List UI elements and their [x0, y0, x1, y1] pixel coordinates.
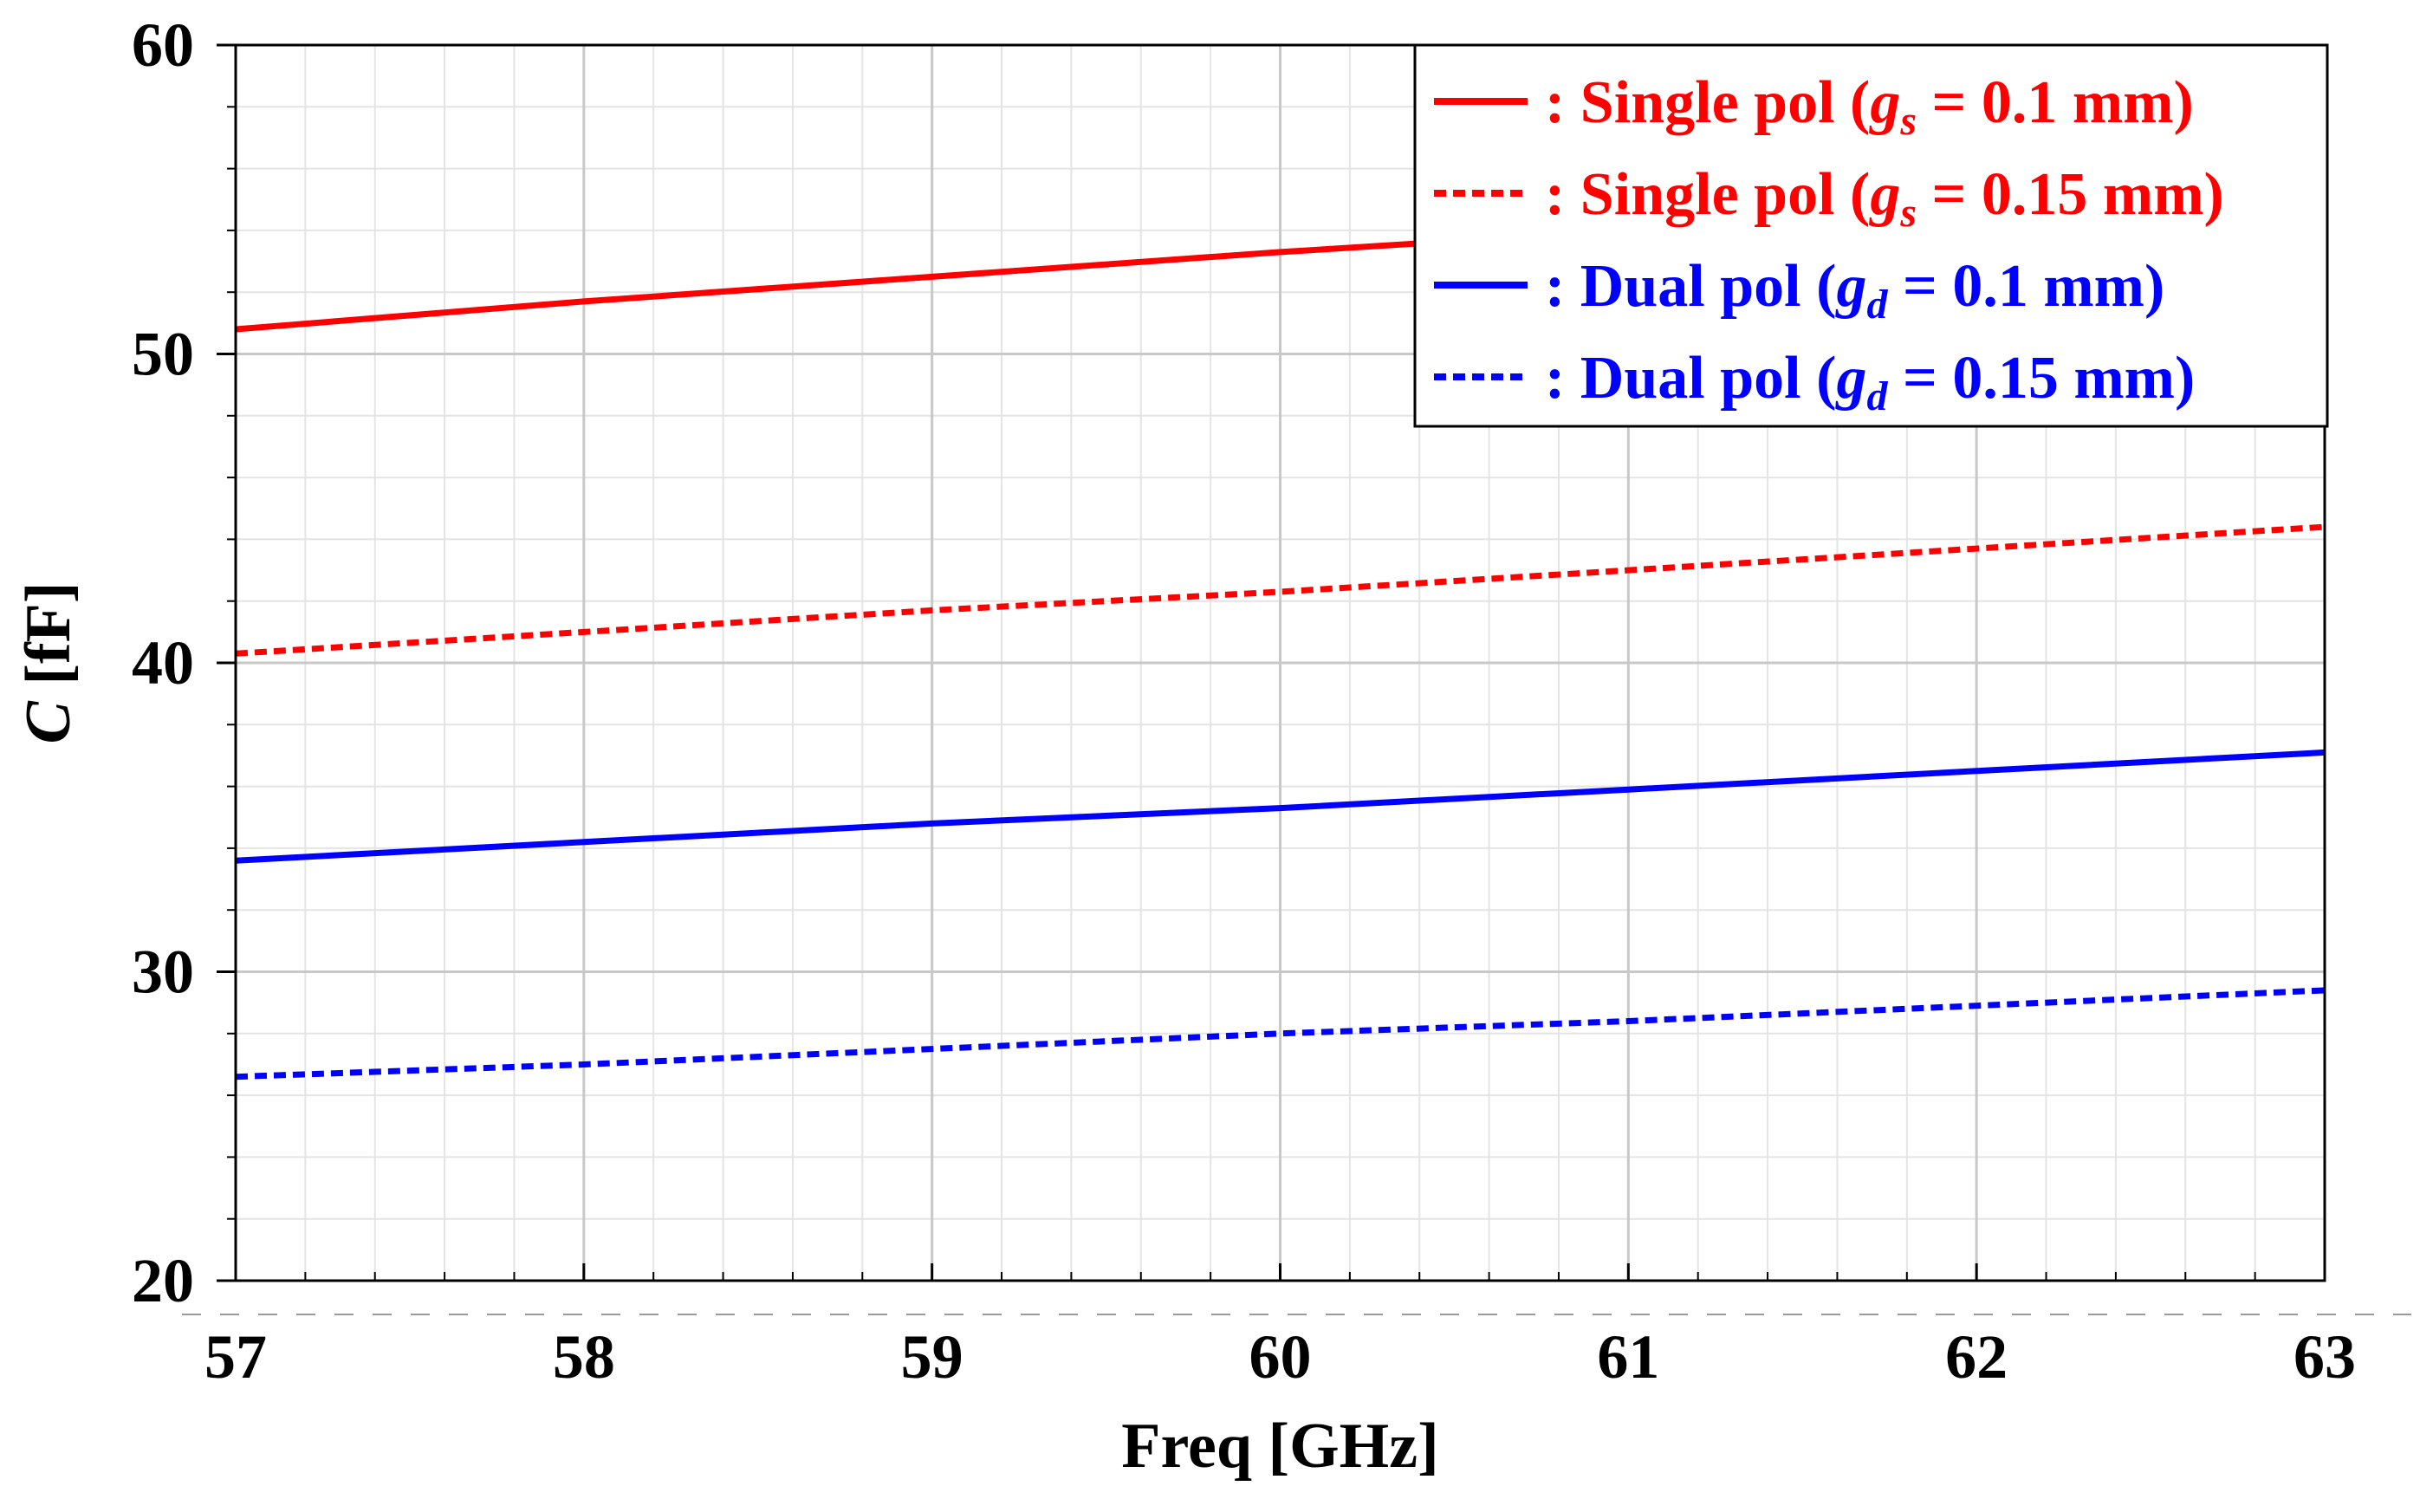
x-tick-label: 62: [1945, 1322, 2008, 1392]
x-tick-label: 58: [553, 1322, 615, 1392]
y-tick-label: 30: [132, 938, 194, 1007]
series-line-3: [235, 749, 2326, 864]
series-line-2: [235, 523, 2326, 657]
legend-label-1: : Single pol (gs = 0.1 mm): [1545, 69, 2194, 144]
series-line-4: [235, 987, 2326, 1080]
y-axis-symbol: C: [13, 700, 84, 744]
legend-label-4: : Dual pol (gd = 0.15 mm): [1545, 345, 2195, 419]
x-tick-labels: 57 58 59 60 61 62 63: [204, 1322, 2356, 1392]
y-tick-label: 50: [132, 320, 194, 389]
legend: : Single pol (gs = 0.1 mm) : Single pol (…: [1413, 43, 2329, 428]
y-tick-labels: 20 30 40 50 60: [132, 10, 194, 1315]
y-axis-unit: [fF]: [13, 582, 84, 702]
x-tick-label: 61: [1597, 1322, 1659, 1392]
axis-ticks: [217, 43, 2326, 1282]
y-tick-label: 60: [132, 10, 194, 80]
legend-label-3: : Dual pol (gd = 0.1 mm): [1545, 253, 2164, 328]
legend-label-2: : Single pol (gs = 0.15 mm): [1545, 161, 2224, 236]
y-tick-label: 40: [132, 628, 194, 698]
x-tick-label: 60: [1249, 1322, 1312, 1392]
y-tick-label: 20: [132, 1246, 194, 1315]
x-tick-label: 57: [204, 1322, 267, 1392]
x-axis-title: Freq [GHz]: [1121, 1411, 1438, 1482]
x-tick-label: 59: [901, 1322, 963, 1392]
x-tick-label: 63: [2293, 1322, 2356, 1392]
y-axis-title: C [fF]: [13, 582, 84, 744]
legend-box: [1413, 43, 2329, 428]
